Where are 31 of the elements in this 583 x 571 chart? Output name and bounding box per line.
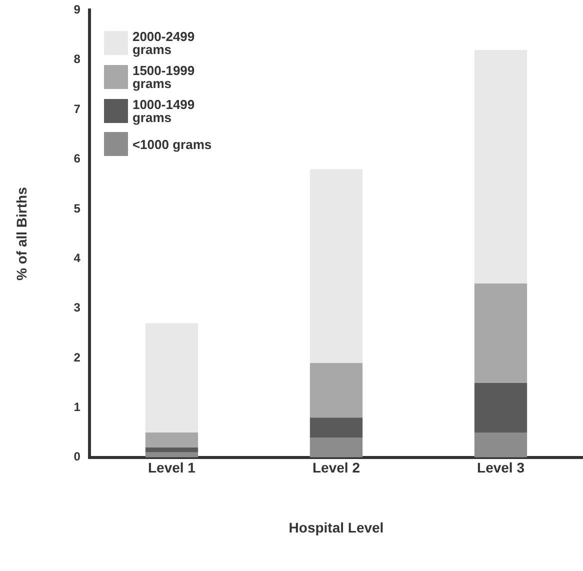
- bar: [474, 50, 528, 284]
- y-tick-label: 7: [74, 102, 81, 116]
- x-tick-label: Level 1: [148, 460, 196, 476]
- bar: [145, 452, 198, 458]
- bar: [145, 432, 198, 448]
- y-tick-label: 2: [74, 350, 81, 364]
- bar: [310, 169, 363, 363]
- legend-label: <1000 grams: [132, 136, 212, 152]
- bar: [310, 438, 363, 458]
- legend-label: 1000-1499 grams: [132, 97, 196, 126]
- bar: [310, 362, 363, 418]
- legend-label: 1500-1999 grams: [132, 63, 196, 92]
- bar: [474, 382, 528, 433]
- y-tick-label: 3: [74, 300, 81, 315]
- legend-label: 2000-2499 grams: [132, 29, 196, 58]
- bar: [310, 418, 363, 438]
- bar: [474, 283, 528, 383]
- y-tick-label: 8: [74, 52, 81, 66]
- bar: [145, 447, 198, 452]
- y-tick-label: 0: [74, 450, 81, 464]
- y-tick-label: 9: [74, 2, 81, 17]
- x-tick-label: Level 3: [477, 460, 525, 476]
- x-axis-title: Hospital Level: [288, 519, 384, 536]
- y-axis-title: % of all Births: [13, 186, 30, 280]
- y-tick-label: 1: [74, 400, 81, 414]
- y-tick-label: 5: [74, 201, 81, 216]
- bar: [145, 323, 198, 433]
- y-tick-label: 6: [74, 152, 81, 166]
- bar: [474, 432, 528, 458]
- y-tick-label: 4: [74, 250, 81, 265]
- x-tick-label: Level 2: [312, 460, 360, 476]
